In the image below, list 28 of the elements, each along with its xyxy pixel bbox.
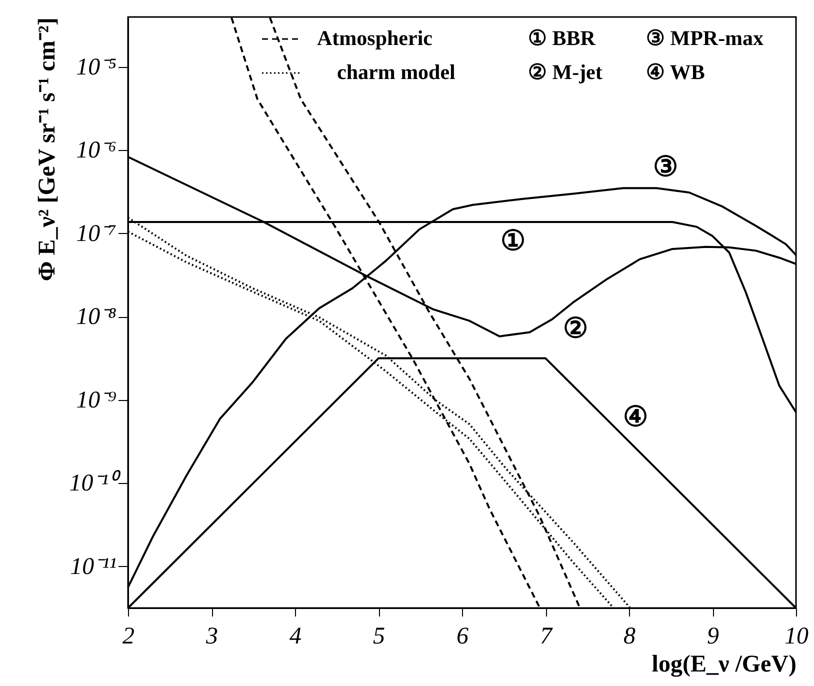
legend-label: charm model <box>337 60 456 84</box>
annotation: ③ MPR-max <box>646 26 764 50</box>
x-axis-title: log(E_ν /GeV) <box>652 652 796 678</box>
x-tick-label: 6 <box>456 624 468 650</box>
y-tick-label: 10⁻¹¹ <box>70 554 116 580</box>
x-tick-label: 5 <box>373 624 385 650</box>
y-tick-label: 10⁻⁶ <box>76 138 116 164</box>
annotation: ② <box>562 314 588 345</box>
y-tick-label: 10⁻⁸ <box>76 304 116 330</box>
y-tick-label: 10⁻⁹ <box>76 387 116 414</box>
annotation: ① <box>500 226 526 258</box>
y-tick-label: 10⁻⁷ <box>76 220 116 247</box>
y-tick-label: 10⁻⁵ <box>76 54 116 80</box>
x-tick-label: 9 <box>707 624 719 650</box>
x-tick-label: 8 <box>624 624 636 650</box>
annotation: ④ WB <box>646 60 705 84</box>
y-tick-label: 10⁻¹⁰ <box>69 470 122 497</box>
legend-label: Atmospheric <box>317 26 432 50</box>
annotation: ③ <box>653 152 678 184</box>
annotation: ④ <box>623 402 648 434</box>
x-tick-label: 3 <box>205 624 218 650</box>
y-axis-title: Φ E_ν² [GeV sr⁻¹ s⁻¹ cm⁻²] <box>34 18 60 282</box>
x-tick-label: 7 <box>540 624 553 650</box>
x-tick-label: 4 <box>290 624 302 650</box>
annotation: ① BBR <box>528 26 596 50</box>
annotation: ② M-jet <box>528 60 602 84</box>
x-tick-label: 10 <box>784 624 808 650</box>
x-tick-label: 2 <box>122 624 134 650</box>
